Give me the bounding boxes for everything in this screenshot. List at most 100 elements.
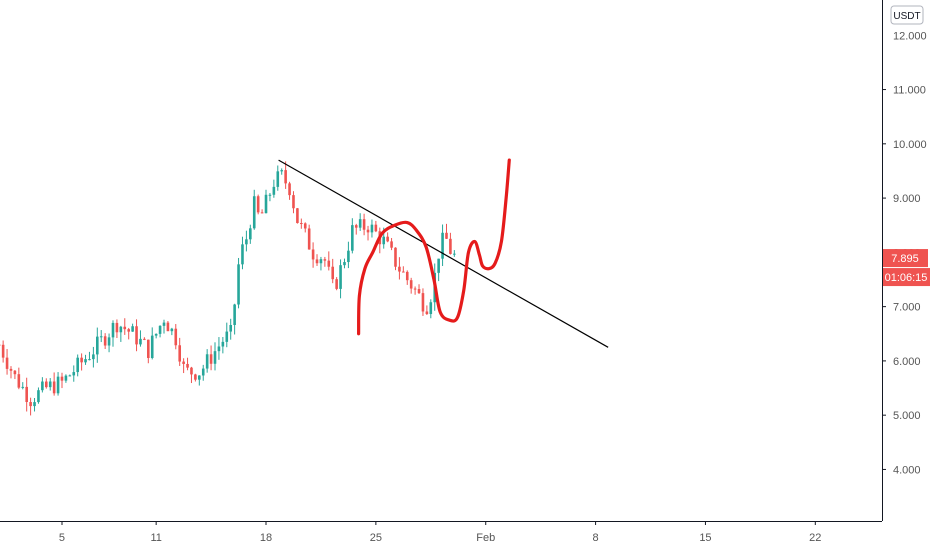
candle-body bbox=[284, 170, 287, 184]
candle bbox=[256, 194, 260, 215]
candle bbox=[33, 397, 36, 412]
candle-body bbox=[68, 375, 72, 377]
candle bbox=[76, 354, 79, 377]
candle bbox=[268, 192, 272, 202]
candle-body bbox=[162, 322, 166, 326]
candle-body bbox=[303, 223, 307, 229]
candle bbox=[307, 224, 311, 250]
candle-body bbox=[347, 250, 350, 263]
candle bbox=[429, 299, 433, 319]
candle bbox=[17, 367, 21, 390]
candle-body bbox=[158, 325, 162, 334]
candle-body bbox=[182, 361, 185, 364]
candle bbox=[343, 258, 346, 269]
countdown-badge: 01:06:15 bbox=[883, 268, 930, 287]
candle bbox=[178, 337, 181, 366]
y-tick-label-partial: 12.000 bbox=[893, 30, 927, 42]
candle-body bbox=[205, 354, 209, 369]
candle bbox=[103, 333, 107, 350]
candle bbox=[241, 236, 244, 270]
candle bbox=[453, 250, 456, 257]
candle-body bbox=[252, 196, 256, 229]
candle-body bbox=[60, 376, 64, 381]
candle bbox=[147, 339, 150, 364]
y-tick-label: 6.000 bbox=[893, 356, 921, 368]
candle-body bbox=[201, 368, 205, 376]
candle bbox=[405, 270, 409, 285]
candle bbox=[88, 351, 91, 361]
candle bbox=[52, 372, 56, 396]
candle-body bbox=[1, 344, 5, 358]
candle-body bbox=[413, 288, 417, 290]
freehand-drawing[interactable] bbox=[357, 158, 511, 336]
candle-body bbox=[429, 302, 433, 315]
candle bbox=[445, 223, 448, 240]
candle-body bbox=[362, 219, 366, 230]
candle bbox=[351, 218, 354, 254]
x-tick-label: 25 bbox=[370, 532, 382, 544]
candle bbox=[166, 320, 170, 332]
candle bbox=[115, 319, 119, 338]
candle-body bbox=[249, 228, 252, 240]
candle bbox=[280, 168, 284, 175]
candle-body bbox=[29, 402, 32, 407]
candle bbox=[92, 346, 95, 368]
candle-body bbox=[103, 336, 107, 346]
candle-body bbox=[25, 386, 28, 403]
candle-body bbox=[268, 194, 272, 196]
time-axis[interactable]: 5 11 18 25 Feb 8 15 22 bbox=[0, 521, 882, 550]
candle-body bbox=[56, 376, 60, 394]
candle bbox=[315, 254, 319, 266]
trendline[interactable] bbox=[278, 159, 609, 348]
candle bbox=[190, 366, 193, 384]
currency-badge[interactable]: USDT bbox=[890, 5, 924, 25]
candle bbox=[362, 213, 366, 236]
candle bbox=[64, 374, 68, 383]
candle bbox=[72, 365, 76, 382]
candle bbox=[417, 284, 421, 295]
candle-body bbox=[37, 390, 40, 403]
candle bbox=[339, 259, 342, 299]
candle-body bbox=[127, 329, 130, 332]
candle bbox=[425, 305, 429, 315]
candle-body bbox=[147, 339, 150, 358]
candle bbox=[303, 222, 307, 233]
candle bbox=[413, 286, 417, 295]
candle bbox=[276, 165, 280, 191]
candle-body bbox=[217, 346, 221, 352]
candle bbox=[111, 320, 115, 347]
candle-body bbox=[88, 359, 91, 361]
candle bbox=[186, 357, 189, 371]
candle-body bbox=[123, 326, 127, 330]
candle-body bbox=[84, 359, 87, 363]
candle-body bbox=[280, 170, 284, 172]
candle bbox=[135, 319, 138, 352]
candle-body bbox=[425, 311, 429, 315]
candle bbox=[264, 189, 268, 214]
currency-label: USDT bbox=[893, 11, 920, 22]
candle bbox=[201, 364, 205, 381]
candle-body bbox=[264, 194, 268, 214]
candle-body bbox=[300, 223, 303, 225]
candle-body bbox=[370, 224, 374, 233]
candle bbox=[21, 382, 25, 390]
candle-body bbox=[374, 224, 378, 232]
candle-body bbox=[351, 225, 354, 251]
candle-body bbox=[394, 247, 397, 267]
candle bbox=[158, 325, 162, 338]
candle-body bbox=[260, 212, 264, 214]
candle bbox=[374, 220, 378, 233]
candle-body bbox=[386, 236, 389, 242]
candle-body bbox=[190, 367, 193, 375]
candle bbox=[99, 330, 103, 343]
candle bbox=[370, 219, 374, 238]
candle bbox=[194, 373, 197, 382]
candle-body bbox=[437, 258, 440, 273]
price-axis[interactable]: 4.0005.0006.0007.0008.0009.00010.00011.0… bbox=[882, 0, 932, 550]
candle-body bbox=[198, 375, 201, 380]
x-tick-label: 11 bbox=[150, 532, 161, 544]
candle-body bbox=[296, 208, 299, 224]
candle-body bbox=[417, 289, 421, 294]
candle-body bbox=[319, 259, 323, 264]
